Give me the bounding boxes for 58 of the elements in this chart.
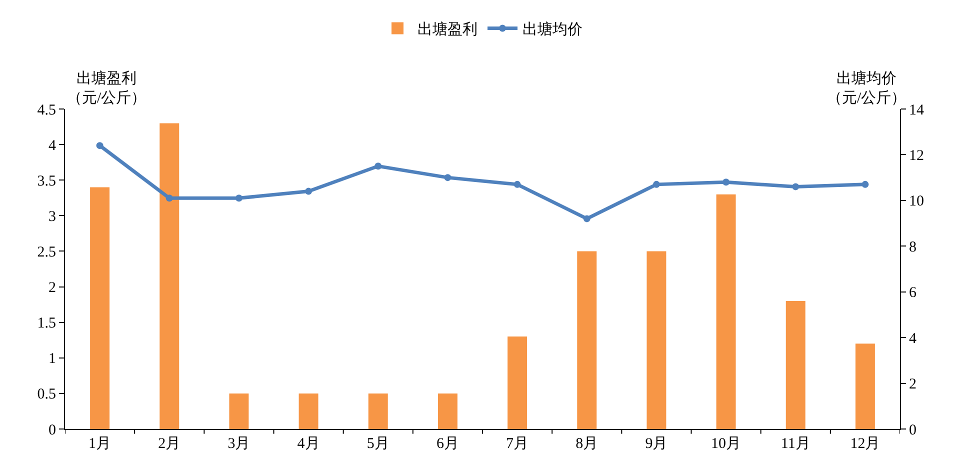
- y-tick-label: 2.5: [37, 244, 56, 260]
- legend-label: 出塘均价: [522, 21, 582, 38]
- x-tick-label: 11月: [780, 436, 810, 452]
- x-tick-label: 3月: [228, 436, 250, 452]
- point: [862, 180, 869, 188]
- y2-tick-label: 10: [909, 194, 924, 210]
- x-tick-label: 7月: [506, 436, 529, 452]
- y2-tick-label: 12: [909, 148, 924, 164]
- x-tick-label: 10月: [711, 436, 742, 452]
- x-tick-label: 4月: [297, 436, 320, 452]
- bar: [298, 393, 318, 429]
- y-tick-label: 2: [48, 280, 56, 296]
- y-axis-title: 出塘盈利（元/公斤）: [67, 70, 146, 106]
- y2-tick-label: 8: [909, 239, 916, 256]
- point: [652, 180, 660, 188]
- x-tick-label: 12月: [850, 436, 880, 452]
- bar: [855, 344, 875, 429]
- x-tick-label: 1月: [88, 436, 112, 452]
- bar: [90, 187, 110, 429]
- bar: [160, 123, 180, 429]
- x-tick-label: 5月: [366, 436, 390, 452]
- y-tick-label: 0: [48, 422, 56, 438]
- point: [444, 174, 452, 182]
- x-tick-label: 2月: [158, 436, 181, 452]
- point: [583, 215, 590, 222]
- y2-tick-label: 2: [909, 376, 916, 393]
- x-tick-label: 6月: [436, 436, 459, 452]
- y2-tick-label: 6: [909, 285, 917, 302]
- bar: [577, 251, 597, 429]
- point: [235, 194, 242, 202]
- bar: [229, 393, 249, 429]
- point: [166, 194, 173, 202]
- y-tick-label: 0.5: [37, 386, 56, 403]
- bar: [368, 393, 388, 429]
- y2-tick-label: 0: [909, 422, 916, 438]
- bar: [786, 301, 806, 429]
- point: [722, 178, 730, 186]
- bar: [508, 336, 528, 429]
- y-tick-label: 4: [48, 138, 56, 154]
- x-tick-label: 9月: [645, 436, 668, 452]
- y2-tick-label: 4: [909, 330, 917, 347]
- legend-label: 出塘盈利: [418, 21, 478, 38]
- y-tick-label: 1: [48, 351, 56, 368]
- point: [305, 188, 312, 195]
- y-tick-label: 3: [48, 208, 56, 225]
- y-tick-label: 1.5: [37, 316, 56, 332]
- point: [792, 183, 800, 190]
- y-tick-label: 3.5: [37, 173, 56, 190]
- bar: [716, 194, 736, 429]
- point: [514, 180, 521, 188]
- y2-axis-title: 出塘均价（元/公斤）: [827, 70, 906, 106]
- y2-tick-label: 14: [909, 102, 924, 118]
- y-tick-label: 4.5: [37, 102, 56, 118]
- point: [96, 142, 104, 150]
- bar: [438, 393, 458, 429]
- point: [374, 162, 382, 170]
- bar: [646, 251, 666, 429]
- x-tick-label: 8月: [576, 436, 598, 452]
